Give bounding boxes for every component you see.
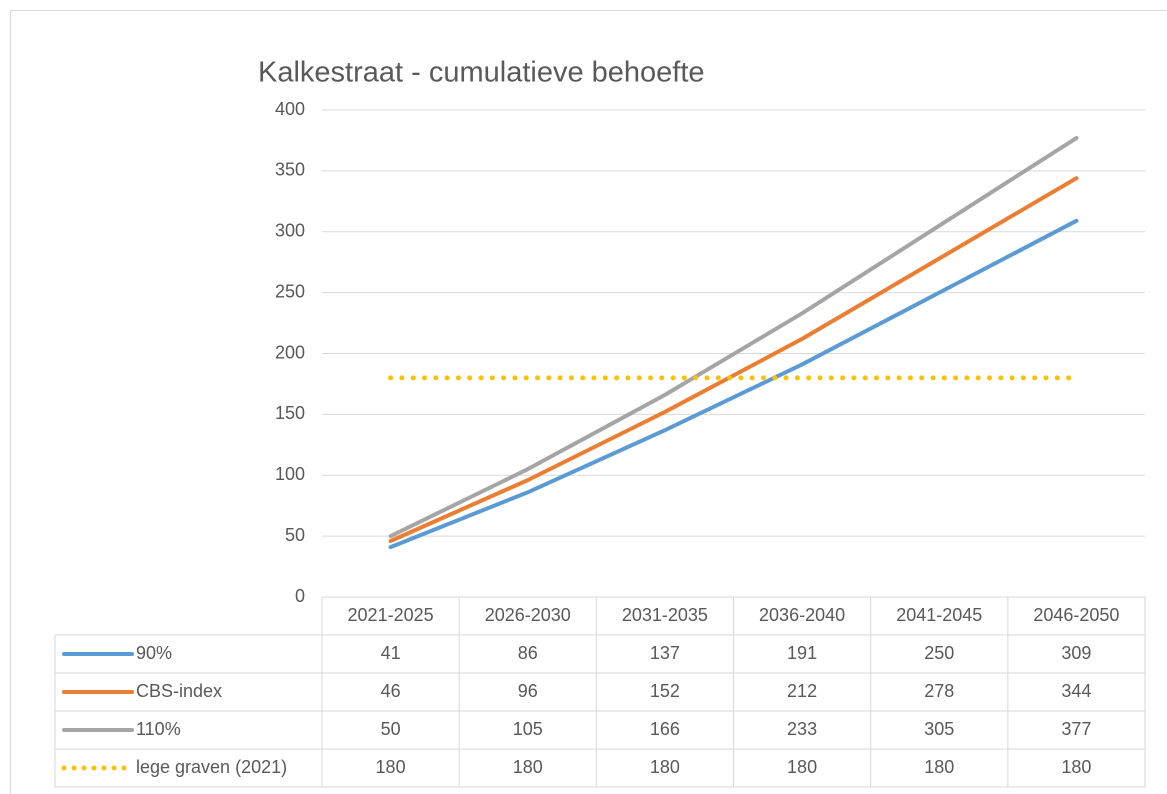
table-value: 305 xyxy=(924,719,954,739)
table-value: 377 xyxy=(1061,719,1091,739)
table-value: 180 xyxy=(787,757,817,777)
series-line xyxy=(388,218,1079,550)
table-value: 180 xyxy=(924,757,954,777)
y-tick-label: 50 xyxy=(285,525,305,545)
table-value: 191 xyxy=(787,643,817,663)
y-tick-label: 250 xyxy=(275,281,305,301)
chart-border xyxy=(10,10,1167,794)
table-value: 41 xyxy=(381,643,401,663)
x-tick-label: 2026-2030 xyxy=(485,605,571,625)
series-line xyxy=(388,136,1079,539)
table-value: 86 xyxy=(518,643,538,663)
y-tick-label: 100 xyxy=(275,464,305,484)
table-value: 250 xyxy=(924,643,954,663)
y-tick-label: 200 xyxy=(275,342,305,362)
table-value: 180 xyxy=(376,757,406,777)
table-value: 233 xyxy=(787,719,817,739)
table-value: 212 xyxy=(787,681,817,701)
series-line xyxy=(388,176,1079,543)
x-tick-label: 2031-2035 xyxy=(622,605,708,625)
table-value: 46 xyxy=(381,681,401,701)
table-value: 137 xyxy=(650,643,680,663)
table-value: 180 xyxy=(1061,757,1091,777)
table-value: 166 xyxy=(650,719,680,739)
legend-label: lege graven (2021) xyxy=(136,757,287,777)
y-tick-label: 400 xyxy=(275,99,305,119)
y-tick-label: 350 xyxy=(275,160,305,180)
table-value: 96 xyxy=(518,681,538,701)
y-tick-label: 150 xyxy=(275,403,305,423)
table-value: 50 xyxy=(381,719,401,739)
x-tick-label: 2046-2050 xyxy=(1033,605,1119,625)
y-tick-label: 300 xyxy=(275,221,305,241)
table-value: 309 xyxy=(1061,643,1091,663)
x-tick-label: 2041-2045 xyxy=(896,605,982,625)
table-value: 278 xyxy=(924,681,954,701)
legend-label: 90% xyxy=(136,643,172,663)
legend-label: 110% xyxy=(136,719,181,739)
x-tick-label: 2036-2040 xyxy=(759,605,845,625)
chart-title: Kalkestraat - cumulatieve behoefte xyxy=(258,57,705,89)
y-tick-label: 0 xyxy=(295,586,305,606)
table-value: 152 xyxy=(650,681,680,701)
table-value: 180 xyxy=(650,757,680,777)
table-value: 344 xyxy=(1061,681,1091,701)
x-tick-label: 2021-2025 xyxy=(348,605,434,625)
table-value: 105 xyxy=(513,719,543,739)
legend-label: CBS-index xyxy=(136,681,222,701)
table-value: 180 xyxy=(513,757,543,777)
